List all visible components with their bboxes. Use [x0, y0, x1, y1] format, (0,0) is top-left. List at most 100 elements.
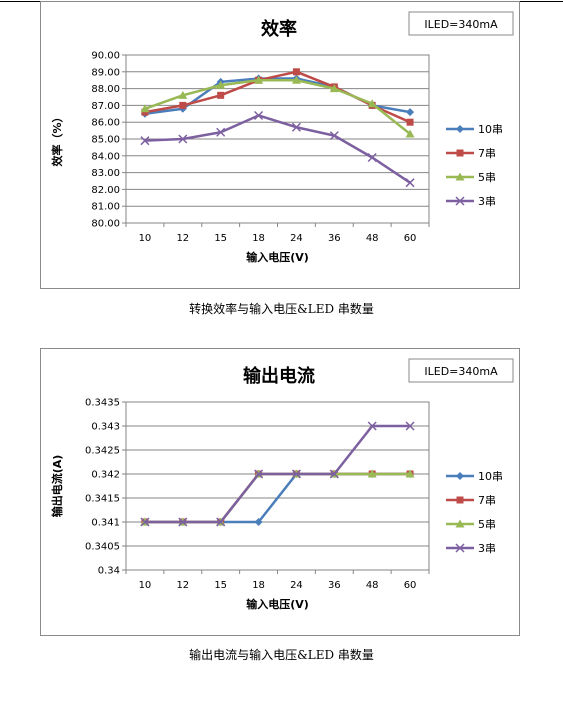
- efficiency-data-point: [178, 90, 188, 99]
- efficiency-y-tick-label: 84.00: [91, 151, 120, 162]
- efficiency-y-tick-label: 88.00: [91, 84, 120, 95]
- current-series-line: [144, 424, 411, 524]
- efficiency-chart-caption: 转换效率与输入电压&LED 串数量: [189, 302, 374, 316]
- efficiency-x-tick-label: 24: [290, 233, 303, 244]
- current-y-tick-label: 0.3435: [85, 398, 120, 409]
- efficiency-y-tick-label: 83.00: [91, 168, 120, 179]
- current-legend-marker: [456, 472, 464, 480]
- current-data-point: [291, 469, 301, 479]
- efficiency-series-3: [140, 110, 415, 188]
- efficiency-y-tick-label: 80.00: [91, 219, 120, 230]
- efficiency-legend-label: 3串: [478, 195, 496, 208]
- efficiency-y-tick-label: 89.00: [91, 67, 120, 78]
- efficiency-series-line: [144, 114, 411, 184]
- current-legend-label: 3串: [478, 542, 496, 555]
- current-y-axis: 0.34 0.3405 0.341 0.3415 0.342 0.3425 0.343 0.3…: [85, 398, 429, 577]
- current-data-point: [254, 518, 263, 526]
- current-data-point: [367, 469, 377, 478]
- efficiency-x-tick-label: 36: [328, 233, 341, 244]
- current-data-point: [254, 469, 264, 479]
- current-x-tick-label: 18: [252, 580, 265, 591]
- current-data-point: [405, 469, 415, 478]
- efficiency-legend-marker: [455, 196, 465, 206]
- efficiency-series-line: [144, 78, 411, 135]
- current-series-3: [140, 421, 415, 527]
- output-current-chart-svg: 输出电流 ILED=340mA 0.34 0.3405 0.341 0.3415 0.342…: [50, 358, 514, 611]
- efficiency-y-tick-label: 87.00: [91, 101, 120, 112]
- current-title: 输出电流: [243, 365, 315, 387]
- efficiency-x-tick-label: 15: [214, 233, 227, 244]
- efficiency-data-point: [254, 75, 264, 84]
- current-y-tick-label: 0.3405: [85, 542, 120, 553]
- current-y-tick-label: 0.343: [91, 422, 120, 433]
- current-x-tick-label: 12: [176, 580, 189, 591]
- efficiency-data-point: [406, 118, 414, 126]
- efficiency-y-tick-label: 90.00: [91, 51, 120, 62]
- efficiency-legend-label: 7串: [478, 147, 496, 160]
- current-legend-label: 10串: [478, 470, 503, 483]
- current-data-point: [405, 421, 415, 431]
- efficiency-data-point: [217, 91, 225, 99]
- efficiency-data-point: [329, 84, 339, 93]
- efficiency-title: 效率: [261, 18, 297, 40]
- efficiency-legend-marker: [456, 149, 464, 157]
- efficiency-x-axis: 10 12 15 18 24 36 48 60: [125, 223, 430, 244]
- current-data-point: [367, 421, 377, 431]
- current-x-tick-label: 48: [366, 580, 379, 591]
- current-x-tick-label: 10: [139, 580, 152, 591]
- current-x-tick-label: 24: [290, 580, 303, 591]
- efficiency-y-tick-label: 81.00: [91, 202, 120, 213]
- efficiency-y-tick-label: 86.00: [91, 118, 120, 129]
- efficiency-y-axis: 80.00 81.00 82.00 83.00 84.00 85.00 86.00 87.00…: [91, 51, 429, 230]
- efficiency-data-point: [216, 80, 226, 89]
- efficiency-legend-label: 5串: [478, 171, 496, 184]
- efficiency-chart-svg: 效率 ILED=340mA 80.00 81.00 82.00 83.00 84.00 85.…: [50, 11, 514, 264]
- output-current-chart-caption: 输出电流与输入电压&LED 串数量: [189, 648, 374, 662]
- current-x-tick-label: 15: [214, 580, 227, 591]
- efficiency-data-point: [367, 152, 377, 163]
- efficiency-data-point: [140, 136, 150, 146]
- efficiency-y-tick-label: 82.00: [91, 185, 120, 196]
- efficiency-x-tick-label: 48: [366, 233, 379, 244]
- efficiency-y-axis-label: 效率（%）: [50, 111, 64, 166]
- current-y-tick-label: 0.3425: [85, 446, 120, 457]
- efficiency-x-axis-label: 输入电压(V): [246, 250, 309, 264]
- efficiency-data-point: [405, 178, 415, 188]
- current-y-tick-label: 0.342: [91, 470, 120, 481]
- efficiency-data-point: [216, 127, 226, 137]
- efficiency-data-point: [292, 68, 300, 76]
- efficiency-legend-marker: [456, 125, 464, 133]
- current-legend-label: 7串: [478, 494, 496, 507]
- efficiency-data-point: [140, 104, 150, 113]
- current-annotation: ILED=340mA: [424, 365, 498, 378]
- efficiency-data-point: [254, 110, 264, 121]
- efficiency-legend: 10串 7串 5串 3串: [446, 123, 503, 208]
- efficiency-x-tick-label: 12: [176, 233, 189, 244]
- current-data-point: [178, 517, 188, 527]
- efficiency-legend-marker: [455, 172, 465, 181]
- current-x-tick-label: 60: [404, 580, 417, 591]
- efficiency-data-point: [178, 134, 188, 144]
- current-legend-marker: [455, 543, 465, 553]
- efficiency-y-tick-label: 85.00: [91, 135, 120, 146]
- current-legend-label: 5串: [478, 518, 496, 531]
- efficiency-data-point: [291, 122, 301, 132]
- efficiency-x-tick-label: 60: [404, 233, 417, 244]
- current-y-tick-label: 0.34: [98, 566, 120, 577]
- efficiency-data-point: [329, 131, 339, 141]
- efficiency-annotation: ILED=340mA: [424, 18, 498, 31]
- efficiency-x-tick-label: 10: [139, 233, 152, 244]
- efficiency-data-point: [179, 101, 187, 109]
- current-y-tick-label: 0.341: [91, 518, 120, 529]
- efficiency-chart: 效率 ILED=340mA 80.00 81.00 82.00 83.00 84.00 85.…: [40, 1, 520, 289]
- current-y-tick-label: 0.3415: [85, 494, 120, 505]
- current-annotation-box: [408, 358, 514, 383]
- current-data-point: [329, 469, 339, 479]
- current-legend-marker: [455, 519, 465, 528]
- efficiency-annotation-box: [408, 11, 514, 36]
- efficiency-data-point: [367, 99, 377, 108]
- efficiency-data-point: [406, 108, 415, 117]
- current-legend: 10串 7串 5串 3串: [446, 470, 503, 555]
- efficiency-series-2: [140, 75, 415, 138]
- current-data-point: [140, 517, 150, 527]
